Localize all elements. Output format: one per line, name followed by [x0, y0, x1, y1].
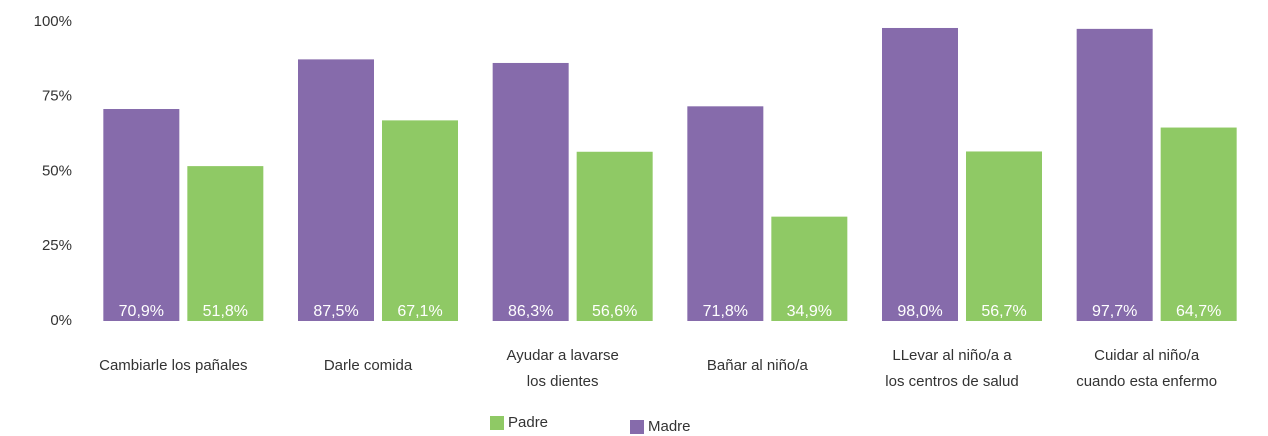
- legend-label: Padre: [508, 414, 548, 431]
- bar: [298, 59, 374, 321]
- value-label: 64,7%: [1176, 303, 1221, 320]
- value-label: 98,0%: [897, 303, 942, 320]
- y-tick-label: 100%: [34, 13, 72, 30]
- x-tick-label: Cambiarle los pañales: [99, 357, 247, 374]
- bar: [1076, 28, 1153, 321]
- bar: [687, 106, 764, 322]
- value-label: 87,5%: [313, 303, 358, 320]
- bar: [103, 109, 180, 321]
- bar: [382, 120, 458, 321]
- x-tick-label: LLevar al niño/a a los centros de salud: [885, 347, 1018, 390]
- x-tick-label: Ayudar a lavarse los dientes: [507, 347, 619, 390]
- legend-label: Madre: [648, 418, 691, 435]
- value-label: 56,7%: [981, 303, 1026, 320]
- y-tick-label: 0%: [50, 312, 72, 329]
- y-tick-label: 50%: [42, 162, 72, 179]
- value-label: 51,8%: [203, 303, 248, 320]
- x-tick-label: Darle comida: [324, 357, 413, 374]
- value-label: 70,9%: [119, 303, 164, 320]
- y-tick-label: 25%: [42, 237, 72, 254]
- bar: [882, 27, 958, 321]
- bar: [492, 62, 569, 321]
- bar: [771, 216, 848, 321]
- value-label: 71,8%: [703, 303, 748, 320]
- legend-swatch: [490, 416, 504, 430]
- value-label: 34,9%: [787, 303, 832, 320]
- value-label: 56,6%: [592, 303, 637, 320]
- bar: [966, 151, 1042, 321]
- bar: [1160, 127, 1237, 321]
- x-tick-label: Cuidar al niño/a cuando esta enfermo: [1076, 347, 1217, 390]
- legend-swatch: [630, 420, 644, 434]
- value-label: 67,1%: [397, 303, 442, 320]
- y-tick-label: 75%: [42, 88, 72, 105]
- value-label: 86,3%: [508, 303, 553, 320]
- bar: [576, 151, 653, 321]
- value-label: 97,7%: [1092, 303, 1137, 320]
- x-tick-label: Bañar al niño/a: [707, 357, 809, 374]
- bar: [187, 166, 264, 321]
